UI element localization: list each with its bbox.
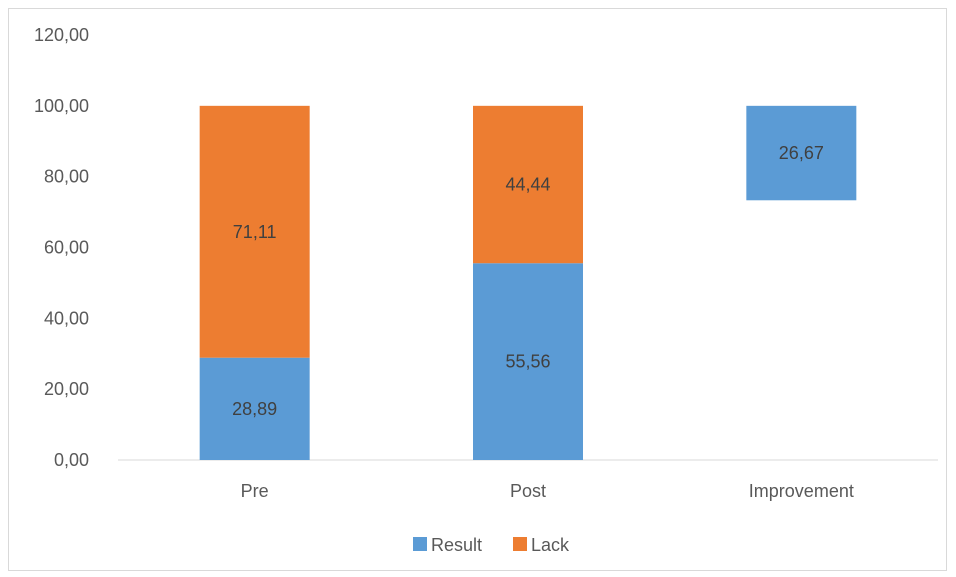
y-tick-label: 0,00 (54, 450, 89, 470)
data-label: 71,11 (233, 222, 277, 242)
y-tick-label: 60,00 (44, 238, 89, 258)
bar-result-pre (199, 357, 310, 460)
legend-swatch-result (413, 537, 427, 551)
legend-label-result: Result (431, 535, 482, 555)
x-category-label: Pre (241, 481, 269, 501)
y-tick-label: 100,00 (34, 96, 89, 116)
y-axis: 0,00 20,00 40,00 60,00 80,00 100,00 120,00 (34, 25, 89, 470)
legend: Result Lack (413, 535, 570, 555)
y-tick-label: 40,00 (44, 308, 89, 328)
bar-result-improvement (746, 105, 857, 201)
y-tick-label: 20,00 (44, 379, 89, 399)
legend-swatch-lack (513, 537, 527, 551)
bar-lack-post (473, 105, 583, 264)
y-tick-label: 80,00 (44, 167, 89, 187)
x-axis: Pre Post Improvement (241, 481, 854, 501)
data-label: 44,44 (505, 175, 550, 195)
bar-result-post (473, 263, 583, 460)
data-label: 55,56 (505, 352, 550, 372)
legend-label-lack: Lack (531, 535, 570, 555)
bars: 28,89 71,11 55,56 44,44 26,67 (199, 105, 857, 460)
y-tick-label: 120,00 (34, 25, 89, 45)
x-category-label: Post (510, 481, 546, 501)
x-category-label: Improvement (749, 481, 854, 501)
data-label: 28,89 (232, 399, 277, 419)
bar-lack-pre (199, 105, 310, 358)
data-label: 26,67 (779, 143, 824, 163)
